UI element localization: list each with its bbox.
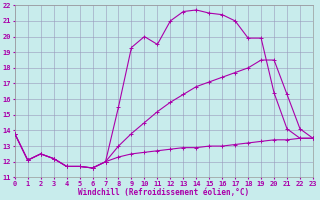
- X-axis label: Windchill (Refroidissement éolien,°C): Windchill (Refroidissement éolien,°C): [78, 188, 249, 197]
